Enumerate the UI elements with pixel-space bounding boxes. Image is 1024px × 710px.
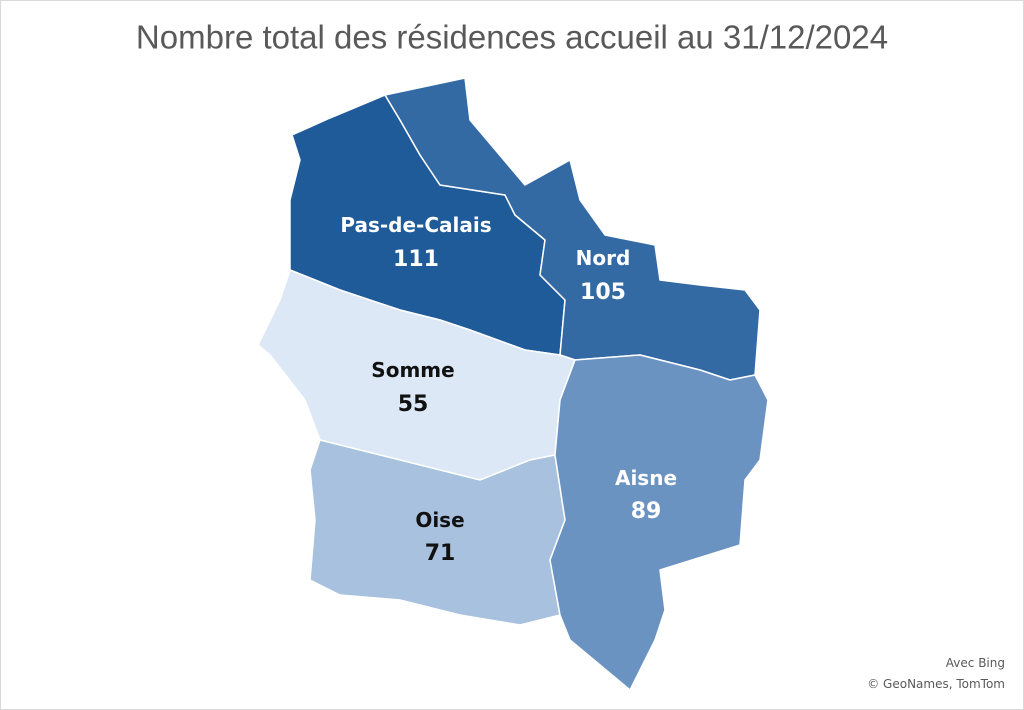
region-label: Oise: [415, 508, 464, 532]
region-value: 55: [398, 392, 429, 417]
attribution: Avec Bing: [946, 656, 1005, 670]
region-label: Pas-de-Calais: [340, 213, 491, 237]
region-value: 105: [580, 280, 626, 305]
region-value: 111: [393, 247, 439, 272]
region-value: 71: [425, 541, 456, 566]
region-label: Somme: [371, 358, 454, 382]
region-label: Aisne: [615, 466, 677, 490]
region-value: 89: [631, 499, 662, 524]
chart-title: Nombre total des résidences accueil au 3…: [136, 19, 888, 56]
region: [549, 354, 769, 691]
region-label: Nord: [576, 246, 631, 270]
attribution: © GeoNames, TomTom: [867, 677, 1005, 691]
